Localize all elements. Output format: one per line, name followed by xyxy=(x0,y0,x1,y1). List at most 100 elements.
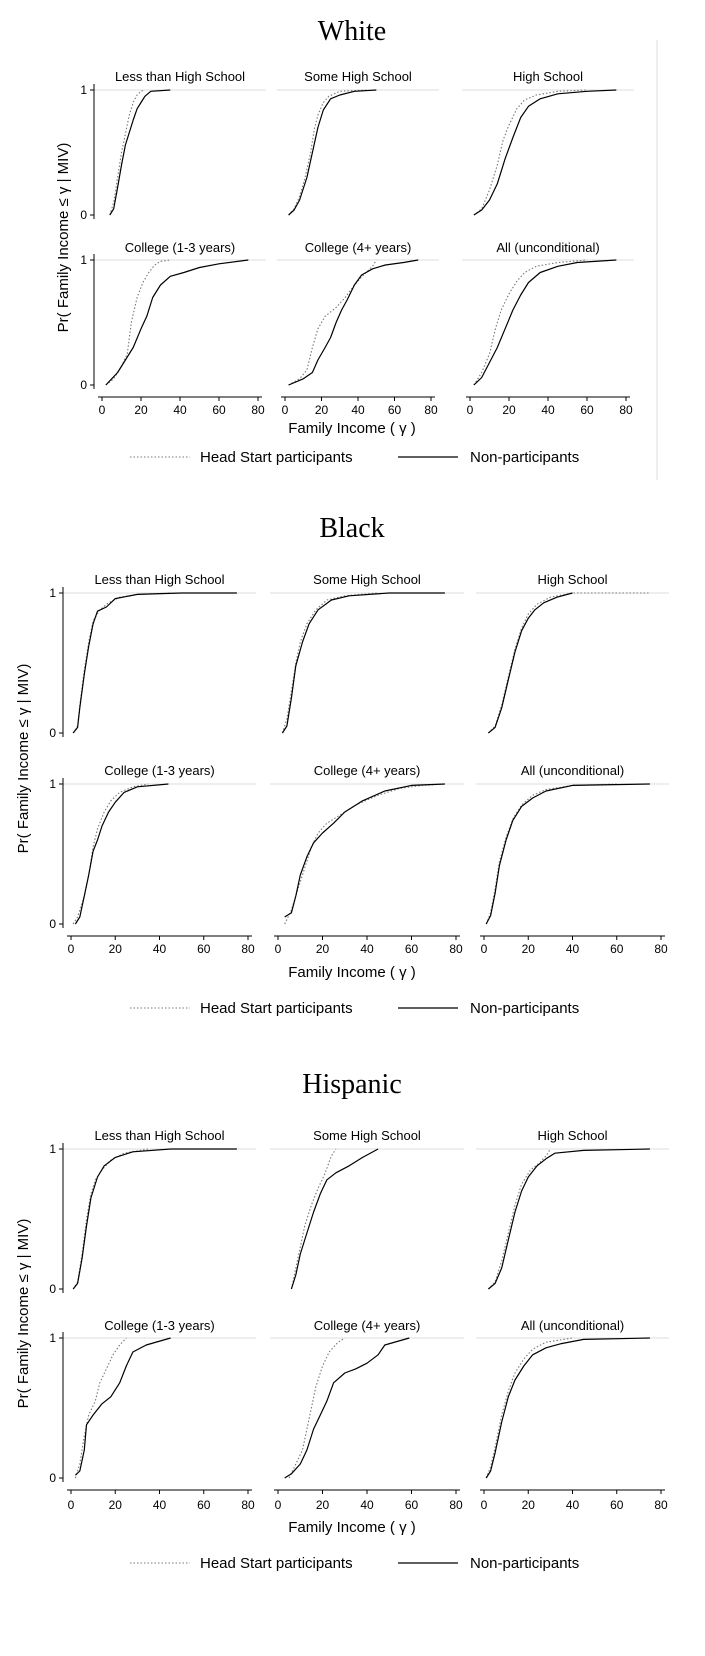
series-head-start-line xyxy=(473,89,588,216)
series-non-participants-line xyxy=(281,592,445,734)
x-tick-label: 20 xyxy=(134,403,148,417)
series-head-start-line xyxy=(72,1148,149,1290)
series-non-participants-line xyxy=(109,89,171,216)
panel-title: College (4+ years) xyxy=(305,240,412,255)
x-tick-label: 80 xyxy=(241,1498,255,1512)
panel: Less than High School 0 1 xyxy=(49,572,256,740)
x-tick-label: 40 xyxy=(360,942,374,956)
x-tick-label: 40 xyxy=(541,403,555,417)
panel-title: Some High School xyxy=(304,69,412,84)
panel: Some High School xyxy=(270,1128,464,1290)
series-head-start-line xyxy=(105,259,171,386)
series-non-participants-line xyxy=(74,1337,171,1476)
series-non-participants-line xyxy=(284,1337,410,1479)
legend-head-start-label: Head Start participants xyxy=(200,1000,353,1017)
panel: College (4+ years) 0 20 40 60 80 xyxy=(270,763,464,956)
x-tick-label: 0 xyxy=(275,942,282,956)
series-non-participants-line xyxy=(473,89,617,216)
panel-title: College (4+ years) xyxy=(314,763,421,778)
x-axis-label: Family Income ( γ ) xyxy=(288,420,416,437)
panel: Less than High School 0 1 xyxy=(80,69,266,222)
x-tick-label: 20 xyxy=(522,942,536,956)
series-head-start-line xyxy=(281,592,379,734)
x-tick-label: 20 xyxy=(109,942,123,956)
x-tick-label: 0 xyxy=(99,403,106,417)
x-tick-label: 60 xyxy=(405,942,419,956)
x-tick-label: 60 xyxy=(197,1498,211,1512)
chart-block-white: White Less than High School 0 1 Some High Sc… xyxy=(55,16,658,480)
series-head-start-line xyxy=(485,783,617,925)
legend: Head Start participants Non-participants xyxy=(130,1555,579,1572)
x-tick-label: 40 xyxy=(351,403,365,417)
x-tick-label: 80 xyxy=(619,403,633,417)
x-tick-label: 0 xyxy=(481,1498,488,1512)
series-head-start-line xyxy=(72,783,149,925)
legend: Head Start participants Non-participants xyxy=(130,1000,579,1017)
y-tick-label: 0 xyxy=(49,1471,56,1485)
legend-non-participants-label: Non-participants xyxy=(470,1000,579,1017)
y-axis-label: Pr( Family Income ≤ γ | MIV) xyxy=(55,143,72,333)
series-non-participants-line xyxy=(72,592,237,734)
panel-title: College (4+ years) xyxy=(314,1318,421,1333)
series-head-start-line xyxy=(485,1337,573,1479)
series-non-participants-line xyxy=(488,1148,650,1290)
y-tick-label: 1 xyxy=(49,1331,56,1345)
y-tick-label: 0 xyxy=(49,726,56,740)
x-tick-label: 80 xyxy=(449,942,463,956)
series-head-start-line xyxy=(473,259,588,386)
x-tick-label: 60 xyxy=(610,942,624,956)
panel: College (1-3 years)010 20 40 60 80 xyxy=(49,763,256,956)
series-head-start-line xyxy=(290,1148,337,1290)
panel: Some High School xyxy=(277,69,439,216)
series-head-start-line xyxy=(488,592,650,734)
series-head-start-line xyxy=(109,89,146,216)
panel-title: High School xyxy=(513,69,583,84)
x-tick-label: 80 xyxy=(449,1498,463,1512)
y-tick-label: 0 xyxy=(80,378,87,392)
series-head-start-line xyxy=(72,592,171,734)
y-tick-label: 0 xyxy=(49,917,56,931)
x-tick-label: 40 xyxy=(153,1498,167,1512)
panel-title: Less than High School xyxy=(94,1128,224,1143)
y-tick-label: 1 xyxy=(80,83,87,97)
series-non-participants-line xyxy=(473,259,617,386)
panel: All (unconditional) 0 20 40 60 80 xyxy=(476,1318,669,1512)
panel: All (unconditional) 0 20 40 60 80 xyxy=(462,240,634,417)
panel-title: High School xyxy=(537,572,607,587)
legend-head-start-label: Head Start participants xyxy=(200,1555,353,1572)
legend-non-participants-label: Non-participants xyxy=(470,449,579,466)
panel: High School xyxy=(476,1128,669,1290)
x-tick-label: 80 xyxy=(424,403,438,417)
series-head-start-line xyxy=(74,1337,127,1479)
x-tick-label: 0 xyxy=(282,403,289,417)
y-tick-label: 0 xyxy=(49,1282,56,1296)
panel-title: College (1-3 years) xyxy=(125,240,236,255)
x-tick-label: 40 xyxy=(173,403,187,417)
series-non-participants-line xyxy=(284,783,445,918)
series-head-start-line xyxy=(488,1148,551,1290)
legend-head-start-label: Head Start participants xyxy=(200,449,353,466)
series-head-start-line xyxy=(288,1337,346,1479)
chart-title: Black xyxy=(319,513,384,544)
x-tick-label: 0 xyxy=(481,942,488,956)
series-head-start-line xyxy=(288,259,377,386)
panel-title: All (unconditional) xyxy=(521,763,624,778)
panel: High School xyxy=(476,572,669,734)
panel: Less than High School 0 1 xyxy=(49,1128,256,1296)
x-tick-label: 40 xyxy=(566,942,580,956)
legend-non-participants-label: Non-participants xyxy=(470,1555,579,1572)
x-tick-label: 80 xyxy=(251,403,265,417)
panel-title: Some High School xyxy=(313,1128,421,1143)
x-tick-label: 40 xyxy=(360,1498,374,1512)
panel-title: Less than High School xyxy=(115,69,245,84)
chart-title: White xyxy=(318,16,386,47)
x-tick-label: 20 xyxy=(316,942,330,956)
y-axis-label: Pr( Family Income ≤ γ | MIV) xyxy=(15,1219,32,1409)
panel: Some High School xyxy=(270,572,464,734)
chart-title: Hispanic xyxy=(302,1069,402,1100)
panel: High School xyxy=(462,69,634,216)
y-tick-label: 1 xyxy=(80,253,87,267)
series-non-participants-line xyxy=(288,259,419,386)
panel: College (1-3 years)010 20 40 60 80 xyxy=(80,240,266,417)
